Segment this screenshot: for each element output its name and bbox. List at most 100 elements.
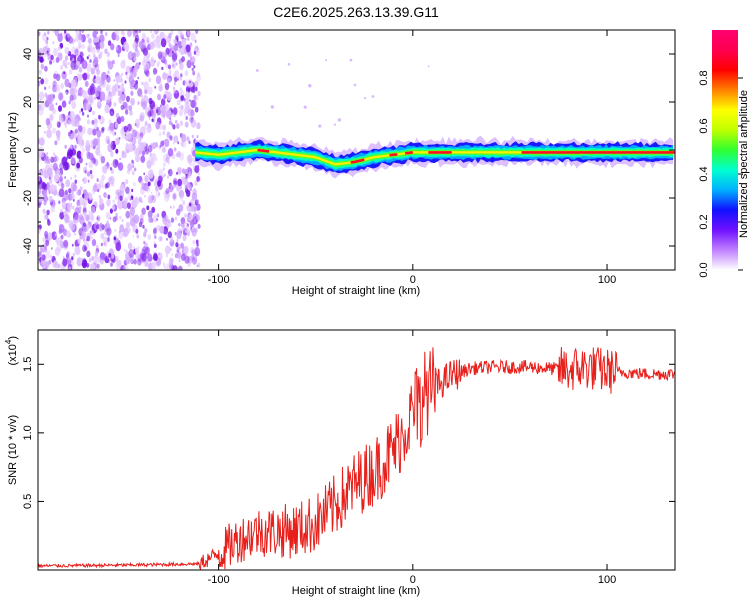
noise-speckle [180,242,184,248]
snr-ylabel: SNR (10 * v/v) [7,415,19,485]
noise-speckle [111,162,114,167]
noise-speckle [148,216,153,224]
noise-speckle [126,95,130,103]
noise-speckle [189,42,193,47]
noise-speckle [120,115,125,122]
colorbar: 0.0 0.2 0.4 0.6 0.8 Normalized spectral ampl… [698,30,750,278]
noise-speckle [46,50,49,54]
noise-speckle [104,228,107,232]
noise-speckle [105,194,108,198]
noise-speckle [114,228,117,233]
noise-speckle [141,253,147,262]
noise-speckle [67,50,70,55]
snr-frame [37,329,676,571]
noise-speckle [143,94,147,99]
noise-speckle [58,92,64,101]
noise-speckle [109,208,113,214]
noise-speckle [180,104,184,110]
noise-speckle [172,193,177,200]
noise-speckle [138,149,142,155]
noise-speckle [191,203,198,213]
noise-speckle [38,251,42,258]
noise-speckle [185,91,191,99]
noise-speckle [87,114,89,118]
noise-speckle [81,147,85,153]
noise-speckle [178,106,181,109]
noise-speckle [168,161,171,165]
noise-speckle [186,177,189,181]
noise-speckle [122,91,124,95]
noise-speckle [181,38,187,48]
noise-speckle [42,49,48,58]
noise-speckle [179,76,183,81]
snr-scale-exp: 4 [4,339,13,344]
noise-speckle [91,255,95,262]
noise-speckle [91,206,96,214]
y-tick-label: 0.5 [22,494,34,509]
noise-speckle [70,145,73,149]
noise-speckle [53,261,59,269]
noise-speckle [48,85,51,89]
noise-speckle [99,30,104,34]
noise-speckle [194,165,200,174]
noise-speckle [62,258,68,267]
noise-speckle [156,213,160,218]
noise-speckle [46,129,52,139]
noise-speckle [48,176,51,180]
noise-speckle [144,175,149,183]
noise-speckle [101,126,105,132]
noise-speckle [178,109,184,117]
noise-speckle [160,38,167,48]
noise-speckle [107,194,111,200]
noise-speckle [110,150,114,158]
noise-speckle [67,33,70,38]
noise-speckle [116,189,122,198]
noise-speckle [100,156,106,164]
noise-speckle [133,258,137,265]
noise-speckle [171,53,178,62]
noise-speckle [80,152,84,157]
noise-speckle [69,87,75,96]
noise-speckle [141,150,146,156]
noise-speckle [50,247,53,250]
noise-speckle [122,264,129,270]
snr-series-line [38,346,675,570]
noise-speckle [153,243,157,249]
noise-speckle [180,73,183,78]
noise-speckle [53,152,56,156]
noise-speckle [38,194,44,203]
noise-speckle [172,186,174,190]
noise-speckle [191,249,196,256]
noise-speckle [325,59,327,62]
noise-speckle [169,135,173,141]
noise-speckle [106,199,111,207]
noise-speckle [135,154,140,163]
noise-speckle [182,234,187,242]
noise-speckle [349,58,353,62]
noise-speckle [96,48,100,54]
noise-speckle [77,121,80,127]
noise-speckle [125,249,129,255]
noise-speckle [156,42,161,49]
noise-speckle [162,216,168,225]
noise-speckle [120,128,125,136]
noise-speckle [93,75,96,79]
noise-speckle [191,229,197,237]
noise-speckle [98,76,102,82]
noise-speckle [52,162,58,171]
noise-speckle [145,69,150,77]
noise-speckle [132,164,135,168]
noise-speckle [196,214,200,221]
noise-speckle [90,173,94,180]
noise-speckle [54,30,60,37]
noise-speckle [121,150,125,156]
noise-speckle [152,142,157,150]
noise-speckle [60,83,64,89]
noise-speckle [150,191,153,195]
noise-speckle [127,202,131,209]
noise-speckle [57,33,63,42]
noise-speckle [74,144,77,149]
noise-speckle [92,157,97,165]
noise-speckle [129,110,133,116]
noise-speckle [47,95,53,105]
